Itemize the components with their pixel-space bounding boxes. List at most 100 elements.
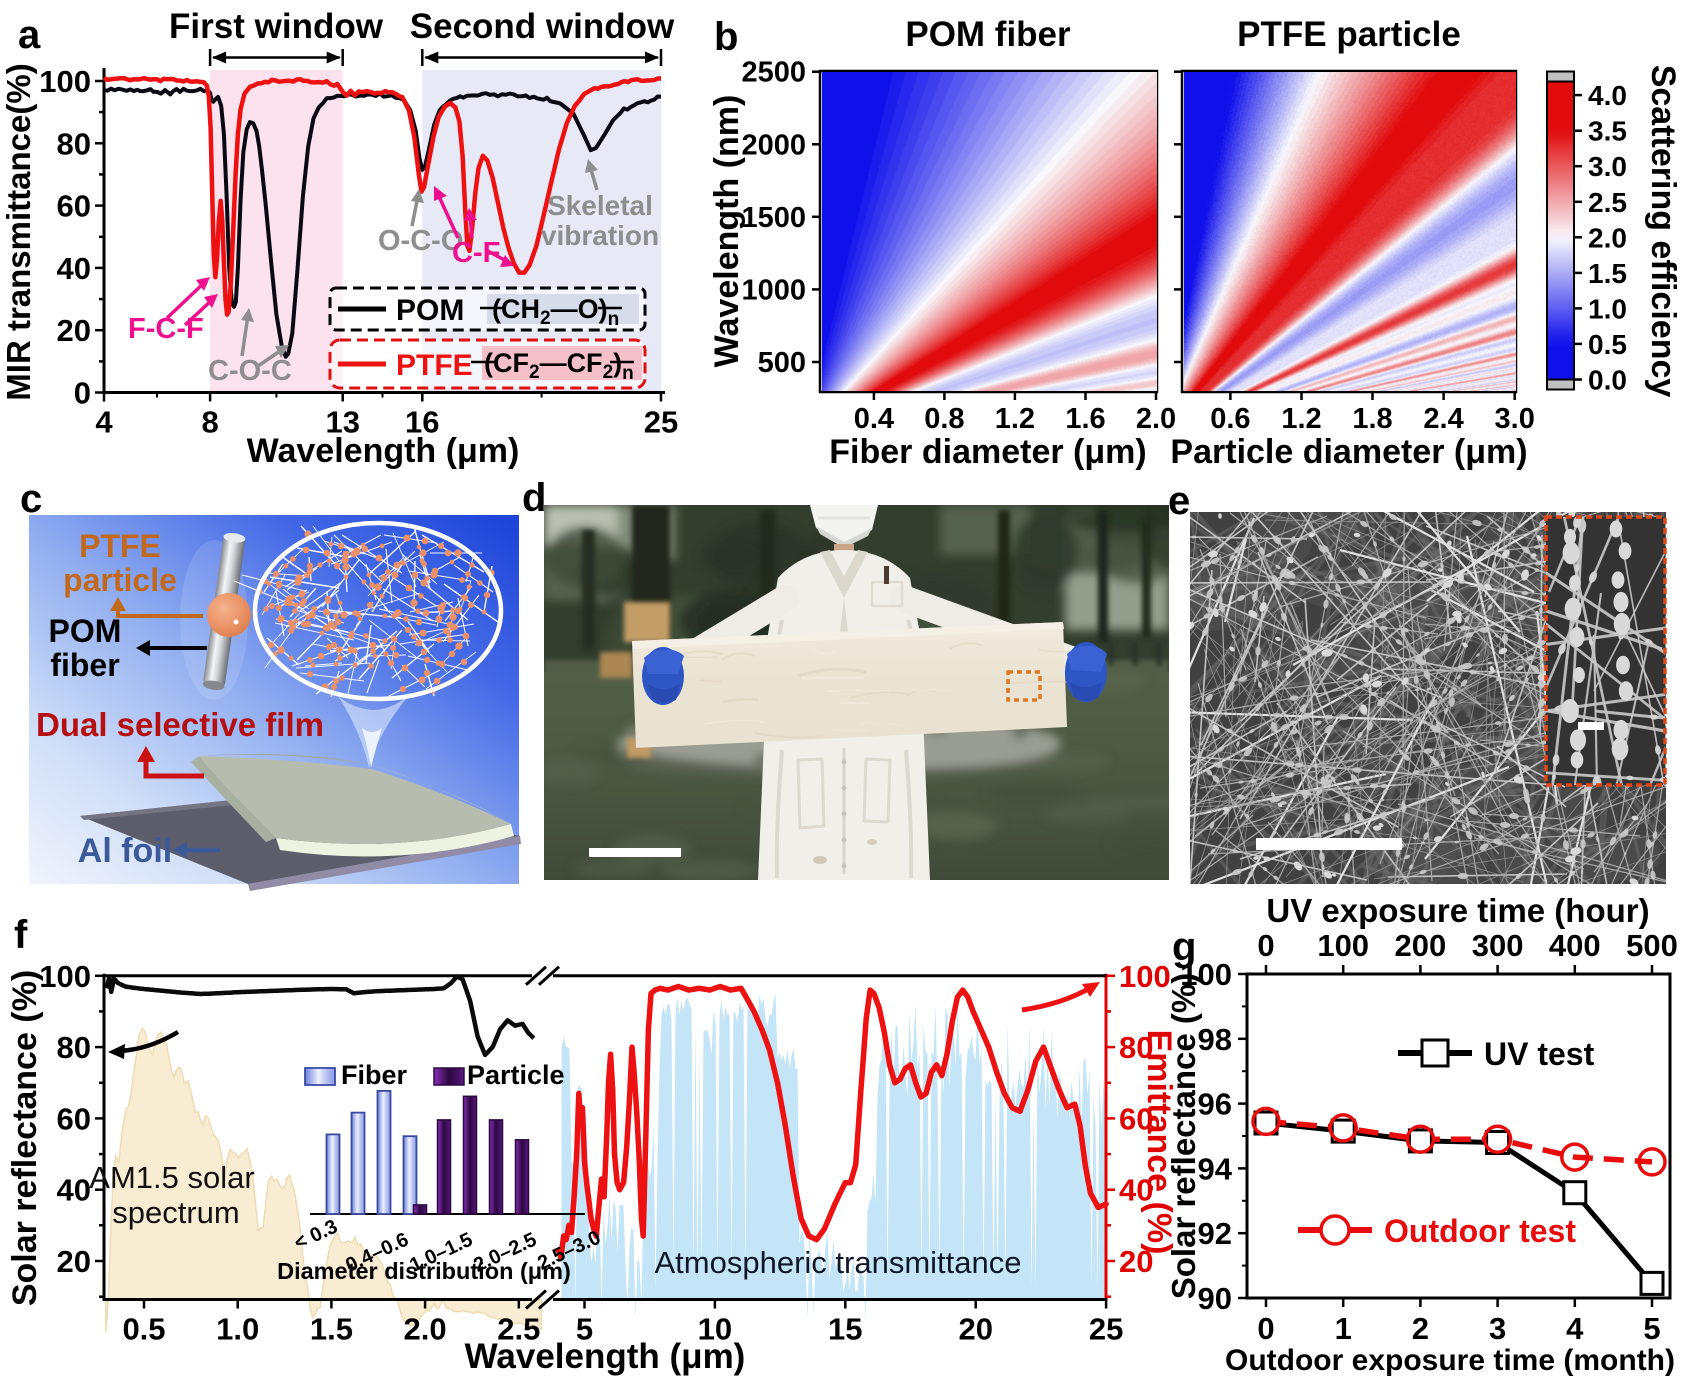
- svg-text:80: 80: [57, 1030, 91, 1065]
- svg-text:0.5: 0.5: [122, 1312, 165, 1347]
- svg-text:500: 500: [1626, 928, 1678, 963]
- svg-text:UV exposure time (hour): UV exposure time (hour): [1266, 892, 1649, 929]
- svg-text:3.5: 3.5: [1588, 116, 1627, 147]
- svg-text:Second window: Second window: [410, 7, 675, 46]
- svg-text:10: 10: [698, 1312, 732, 1347]
- svg-text:c: c: [20, 477, 42, 521]
- svg-text:1.5: 1.5: [310, 1312, 353, 1347]
- svg-text:98: 98: [1198, 1022, 1232, 1057]
- svg-text:f: f: [14, 913, 28, 957]
- svg-text:POM: POM: [49, 613, 122, 649]
- svg-text:40: 40: [1119, 1173, 1153, 1208]
- svg-text:0: 0: [1257, 928, 1274, 963]
- svg-text:1.6: 1.6: [1065, 403, 1105, 435]
- svg-text:0.8: 0.8: [924, 403, 964, 435]
- svg-text:e: e: [1168, 479, 1190, 523]
- svg-text:3: 3: [1489, 1311, 1506, 1346]
- svg-text:60: 60: [57, 1101, 91, 1136]
- svg-text:spectrum: spectrum: [112, 1195, 239, 1230]
- svg-text:13: 13: [325, 405, 359, 440]
- svg-text:Solar reflectance (%): Solar reflectance (%): [1165, 973, 1202, 1299]
- svg-text:80: 80: [57, 126, 91, 161]
- svg-text:Diameter distribution (μm): Diameter distribution (μm): [277, 1258, 571, 1284]
- svg-text:Outdoor exposure time (month): Outdoor exposure time (month): [1225, 1344, 1675, 1377]
- svg-text:2.0: 2.0: [1588, 222, 1627, 253]
- svg-text:Skeletal: Skeletal: [547, 190, 653, 221]
- svg-text:1: 1: [1335, 1311, 1352, 1346]
- svg-text:Scattering efficiency: Scattering efficiency: [1644, 65, 1682, 398]
- svg-text:2.5: 2.5: [1588, 187, 1627, 218]
- svg-text:Wavelength (μm): Wavelength (μm): [465, 1337, 746, 1376]
- svg-text:Dual selective film: Dual selective film: [36, 706, 324, 743]
- svg-text:40: 40: [57, 251, 91, 286]
- svg-text:POM fiber: POM fiber: [905, 15, 1071, 54]
- svg-text:MIR transmittance(%): MIR transmittance(%): [0, 63, 37, 400]
- svg-text:2.0: 2.0: [1136, 403, 1176, 435]
- svg-text:500: 500: [758, 347, 806, 379]
- svg-text:2000: 2000: [741, 129, 806, 161]
- svg-text:0.6: 0.6: [1210, 403, 1250, 435]
- svg-text:First window: First window: [169, 7, 384, 46]
- svg-text:400: 400: [1549, 928, 1601, 963]
- svg-text:20: 20: [1119, 1244, 1153, 1279]
- svg-text:Particle: Particle: [467, 1060, 565, 1090]
- svg-text:Atmospheric transmittance: Atmospheric transmittance: [655, 1245, 1022, 1280]
- svg-text:40: 40: [57, 1173, 91, 1208]
- svg-text:0.4: 0.4: [854, 403, 894, 435]
- svg-text:96: 96: [1198, 1087, 1232, 1122]
- svg-text:PTFE particle: PTFE particle: [1237, 15, 1461, 54]
- svg-text:2.5: 2.5: [497, 1312, 540, 1347]
- svg-text:8: 8: [201, 405, 218, 440]
- svg-text:0.5: 0.5: [1588, 329, 1627, 360]
- svg-text:UV test: UV test: [1484, 1036, 1595, 1072]
- svg-text:100: 100: [1317, 928, 1369, 963]
- svg-text:2.0: 2.0: [404, 1312, 447, 1347]
- svg-text:AM1.5 solar: AM1.5 solar: [89, 1160, 254, 1195]
- svg-text:80: 80: [1119, 1030, 1153, 1065]
- svg-text:16: 16: [405, 405, 439, 440]
- svg-text:Fiber diameter (μm): Fiber diameter (μm): [829, 433, 1146, 470]
- svg-text:1.0: 1.0: [216, 1312, 259, 1347]
- svg-text:Fiber: Fiber: [341, 1060, 408, 1090]
- svg-text:20: 20: [958, 1312, 992, 1347]
- svg-text:Wavelength (nm): Wavelength (nm): [708, 95, 746, 368]
- svg-text:300: 300: [1472, 928, 1524, 963]
- svg-text:particle: particle: [63, 562, 177, 598]
- svg-text:d: d: [522, 476, 546, 520]
- svg-text:92: 92: [1198, 1216, 1232, 1251]
- svg-text:60: 60: [1119, 1101, 1153, 1136]
- svg-text:15: 15: [828, 1312, 862, 1347]
- svg-text:1.8: 1.8: [1352, 403, 1392, 435]
- svg-text:1.2: 1.2: [1281, 403, 1321, 435]
- svg-text:1.2: 1.2: [995, 403, 1035, 435]
- svg-text:1500: 1500: [741, 202, 806, 234]
- svg-text:O-C-O: O-C-O: [378, 225, 463, 257]
- svg-text:1.0: 1.0: [1588, 293, 1627, 324]
- svg-text:0.0: 0.0: [1588, 365, 1627, 396]
- svg-text:PTFE: PTFE: [79, 528, 161, 564]
- svg-text:g: g: [1172, 925, 1196, 969]
- svg-text:2: 2: [1412, 1311, 1429, 1346]
- svg-text:Solar reflectance (%): Solar reflectance (%): [6, 970, 44, 1306]
- svg-text:1000: 1000: [741, 274, 806, 306]
- svg-text:0: 0: [1257, 1311, 1274, 1346]
- svg-text:4: 4: [95, 405, 113, 440]
- svg-text:1.5: 1.5: [1588, 258, 1627, 289]
- svg-text:5: 5: [576, 1312, 593, 1347]
- svg-text:5: 5: [1643, 1311, 1660, 1346]
- svg-text:200: 200: [1395, 928, 1447, 963]
- svg-text:Particle diameter (μm): Particle diameter (μm): [1170, 433, 1527, 470]
- svg-text:Emittance (%): Emittance (%): [1140, 1030, 1178, 1255]
- svg-text:100: 100: [39, 64, 91, 99]
- svg-text:C-O-C: C-O-C: [208, 355, 292, 387]
- svg-text:25: 25: [1089, 1312, 1123, 1347]
- svg-text:2.4: 2.4: [1423, 403, 1463, 435]
- svg-text:100: 100: [1119, 959, 1171, 994]
- svg-text:Wavelength (μm): Wavelength (μm): [247, 432, 520, 470]
- svg-text:vibration: vibration: [541, 220, 659, 251]
- svg-text:90: 90: [1198, 1281, 1232, 1316]
- svg-text:2500: 2500: [741, 57, 806, 89]
- svg-text:3.0: 3.0: [1495, 403, 1535, 435]
- svg-text:25: 25: [644, 405, 678, 440]
- svg-text:4.0: 4.0: [1588, 80, 1627, 111]
